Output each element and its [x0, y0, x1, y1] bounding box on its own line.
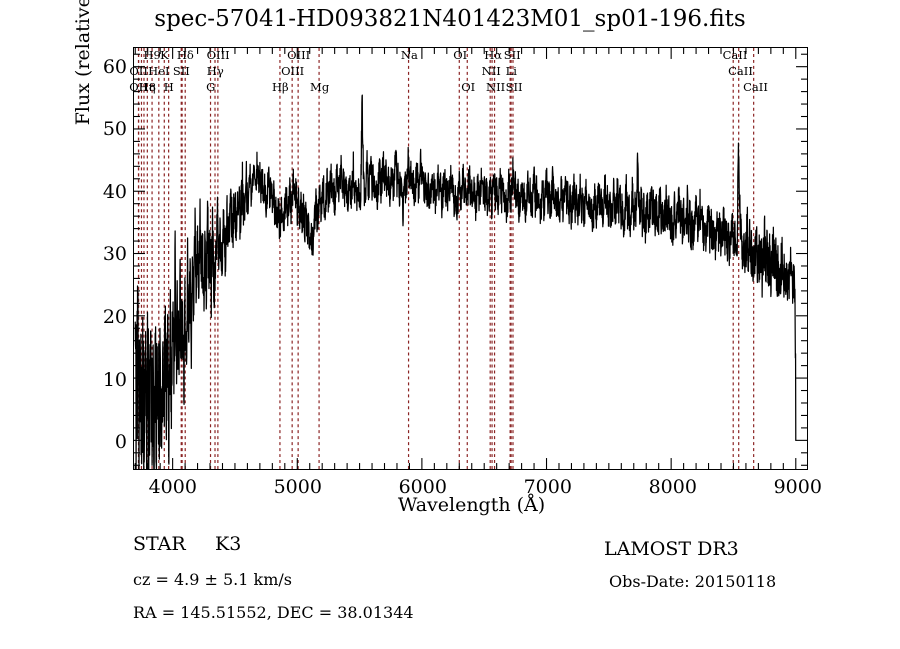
spectral-line-label: NII [481, 64, 501, 78]
survey-label: LAMOST DR3 [604, 538, 739, 560]
spectrum-trace [134, 94, 797, 469]
spectral-line-label: OI [453, 48, 468, 62]
spectral-line-label: H9 [143, 48, 161, 62]
spectral-line-label: H [163, 80, 174, 94]
spectral-line-label: Hβ [272, 80, 289, 94]
spectral-line-label: Hδ [176, 48, 194, 62]
spectral-line-label: Na [400, 48, 418, 62]
spectral-line-label: CaII [728, 64, 753, 78]
x-tick-label: 7000 [523, 476, 572, 498]
x-axis-title: Wavelength (Å) [397, 494, 546, 516]
spectral-line-label: Hγ [206, 64, 224, 78]
spectral-line-label: CaII [722, 48, 748, 62]
object-type-label: STAR [133, 533, 186, 555]
y-tick-label: 10 [102, 368, 127, 391]
spectral-line-label: SII [172, 64, 190, 78]
y-tick-label: 60 [102, 55, 127, 78]
y-axis-title: Flux (relative) [72, 0, 94, 126]
x-tick-label: 5000 [273, 476, 322, 498]
y-tick-label: 0 [114, 431, 127, 454]
page-title: spec-57041-HD093821N401423M01_sp01-196.f… [154, 6, 746, 32]
obs-date-label: Obs-Date: 20150118 [609, 572, 777, 591]
spectral-class-label: K3 [215, 533, 242, 555]
y-tick-label: 40 [102, 180, 127, 203]
redshift-label: cz = 4.9 ± 5.1 km/s [133, 570, 292, 589]
spectral-line-label: OI [461, 80, 476, 94]
spectral-line-label: OIII [287, 48, 311, 62]
spectral-line-label: OII [129, 64, 148, 78]
spectral-line-label: Hα [484, 48, 503, 62]
spectral-line-label: η [148, 80, 156, 94]
spectral-line-label: H8 [138, 80, 157, 94]
spectral-line-label: HeI [148, 64, 170, 78]
spectral-line-label: CaII [743, 80, 768, 94]
plot-area: 0 10 20 30 40 50 60 4000 5000 6000 7000 8000 9000 H… [72, 0, 822, 516]
spectral-line-label: Li [505, 64, 517, 78]
y-tick-label: 30 [102, 243, 127, 266]
coordinates-label: RA = 145.51552, DEC = 38.01344 [133, 603, 414, 622]
spectral-line-label: SII [503, 48, 521, 62]
y-tick-label: 20 [102, 306, 127, 329]
y-tick-label: 50 [102, 118, 127, 141]
x-tick-label: 6000 [398, 476, 447, 498]
plot-clip [134, 48, 807, 469]
spectral-line-label: G [206, 80, 216, 94]
axis-ticks [134, 48, 807, 469]
spectral-line-label: K [160, 48, 169, 62]
spectral-line-label: SII [505, 80, 523, 94]
x-tick-label: 9000 [773, 476, 822, 498]
spectral-line-label: OIII [281, 64, 305, 78]
spectral-line-label: OII [129, 80, 148, 94]
x-tick-label: 4000 [148, 476, 197, 498]
spectral-line-label: Mg [310, 80, 330, 94]
x-tick-label: 8000 [648, 476, 697, 498]
spectral-line-label: OIII [206, 48, 230, 62]
spectral-line-label: NII [486, 80, 506, 94]
